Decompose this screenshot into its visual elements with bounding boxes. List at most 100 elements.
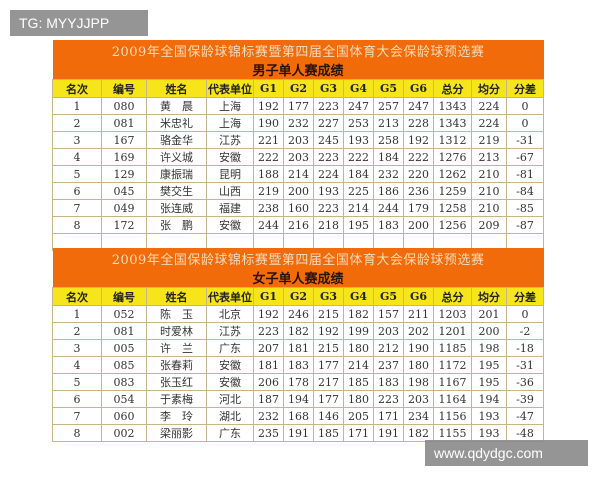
table-cell: 002 xyxy=(101,424,147,442)
table-cell: 192 xyxy=(403,131,434,149)
table-cell: 224 xyxy=(471,97,507,115)
table-cell: 5 xyxy=(52,165,102,183)
table-cell: 广东 xyxy=(206,424,254,442)
table-cell: 1 xyxy=(52,97,102,115)
table-cell: 177 xyxy=(283,97,314,115)
table-cell: 许 兰 xyxy=(146,339,207,357)
table-cell: 张春莉 xyxy=(146,356,207,374)
table-cell: 199 xyxy=(343,322,374,340)
table-cell: 224 xyxy=(313,165,344,183)
table-title: 2009年全国保龄球锦标赛暨第四届全国体育大会保龄球预选赛 xyxy=(52,40,544,60)
table-cell: 207 xyxy=(253,339,284,357)
table-cell: 4 xyxy=(52,356,102,374)
table-cell: 171 xyxy=(343,424,374,442)
table-cell: 192 xyxy=(313,322,344,340)
column-header: 名次 xyxy=(52,287,102,306)
table-row: 5 129 康振瑞 昆明 188 214 224 184 232 220 1262 210 -81 xyxy=(52,165,545,183)
column-header: G6 xyxy=(403,79,434,98)
table-cell: 210 xyxy=(471,165,507,183)
table-cell: 福建 xyxy=(206,199,254,217)
column-header: 均分 xyxy=(471,79,507,98)
column-header: 总分 xyxy=(433,287,472,306)
column-header: 名次 xyxy=(52,79,102,98)
table-cell: -85 xyxy=(505,199,545,217)
column-header: G4 xyxy=(343,287,374,306)
table-cell: 203 xyxy=(283,148,314,166)
table-cell: 李 玲 xyxy=(146,407,207,425)
table-cell: 198 xyxy=(471,339,507,357)
table-cell: 146 xyxy=(313,407,344,425)
table-cell: 193 xyxy=(313,182,344,200)
table-cell: 213 xyxy=(471,148,507,166)
table-cell: 258 xyxy=(373,131,404,149)
table-cell: 246 xyxy=(283,305,314,323)
table-cell: 200 xyxy=(471,322,507,340)
table-cell: -48 xyxy=(505,424,545,442)
watermark-bottom-right: www.qdydgc.com xyxy=(425,440,588,466)
table-cell: 185 xyxy=(313,424,344,442)
table-cell: 180 xyxy=(343,390,374,408)
table-cell: 206 xyxy=(253,373,284,391)
table-cell: 1262 xyxy=(433,165,472,183)
table-cell: 河北 xyxy=(206,390,254,408)
table-cell: 223 xyxy=(313,148,344,166)
table-cell: 211 xyxy=(403,305,434,323)
men-results-table: 2009年全国保龄球锦标赛暨第四届全国体育大会保龄球预选赛 男子单人赛成绩 名次… xyxy=(52,40,545,251)
table-cell: 181 xyxy=(283,339,314,357)
table-cell: 232 xyxy=(283,114,314,132)
table-cell: 210 xyxy=(471,182,507,200)
table-cell: 安徽 xyxy=(206,356,254,374)
table-cell: 216 xyxy=(283,216,314,234)
table-cell: 193 xyxy=(471,424,507,442)
column-header: G1 xyxy=(253,287,284,306)
table-cell: 215 xyxy=(313,339,344,357)
table-cell: 247 xyxy=(403,97,434,115)
table-cell: 3 xyxy=(52,339,102,357)
subtitle-row: 女子单人赛成绩 xyxy=(52,268,544,288)
table-cell: 201 xyxy=(471,305,507,323)
table-cell: 梁丽影 xyxy=(146,424,207,442)
table-cell: 1167 xyxy=(433,373,472,391)
table-cell: 203 xyxy=(283,131,314,149)
table-cell: 209 xyxy=(471,216,507,234)
table-cell: 221 xyxy=(253,131,284,149)
table-cell: 张玉红 xyxy=(146,373,207,391)
table-row: 2 081 时爱林 江苏 223 182 192 199 203 202 1201 200 -2 xyxy=(52,322,545,340)
table-cell: 8 xyxy=(52,216,102,234)
table-cell: 江苏 xyxy=(206,322,254,340)
table-cell: -36 xyxy=(505,373,545,391)
table-cell: 193 xyxy=(471,407,507,425)
table-row: 3 167 骆金华 江苏 221 203 245 193 258 192 1312 219 -31 xyxy=(52,131,545,149)
table-cell: 205 xyxy=(343,407,374,425)
table-cell: 232 xyxy=(253,407,284,425)
table-cell: 2 xyxy=(52,322,102,340)
column-header: 总分 xyxy=(433,79,472,98)
table-cell: 183 xyxy=(373,216,404,234)
table-cell: 237 xyxy=(373,356,404,374)
table-cell: 183 xyxy=(283,356,314,374)
table-cell: 2 xyxy=(52,114,102,132)
table-row: 8 172 张 鹏安徽 244 216 218 195 183 200 1256 209 -87 xyxy=(52,216,545,234)
table-cell: 212 xyxy=(373,339,404,357)
column-header: G3 xyxy=(313,79,344,98)
table-row: 3 005 许 兰广东 207 181 215 180 212 190 1185 198 -18 xyxy=(52,339,545,357)
table-row: 2 081 米忠礼 上海 190 232 227 253 213 228 1343 224 0 xyxy=(52,114,545,132)
table-cell: 上海 xyxy=(206,97,254,115)
table-cell: 215 xyxy=(313,305,344,323)
table-cell: 227 xyxy=(313,114,344,132)
table-cell: 222 xyxy=(253,148,284,166)
table-cell: 1258 xyxy=(433,199,472,217)
table-cell: 129 xyxy=(101,165,147,183)
table-cell: 200 xyxy=(403,216,434,234)
table-row: 6 054 于素梅 河北 187 194 177 180 223 203 1164 194 -39 xyxy=(52,390,545,408)
table-cell: 188 xyxy=(253,165,284,183)
table-cell: 1156 xyxy=(433,407,472,425)
column-header: 均分 xyxy=(471,287,507,306)
table-row: 6 045 樊交生 山西 219 200 193 225 186 236 1259 210 -84 xyxy=(52,182,545,200)
table-cell: 187 xyxy=(253,390,284,408)
table-cell: 6 xyxy=(52,390,102,408)
table-cell: 0 xyxy=(505,305,545,323)
table-cell: 1276 xyxy=(433,148,472,166)
subtitle-row: 男子单人赛成绩 xyxy=(52,60,544,80)
table-cell: 085 xyxy=(101,356,147,374)
